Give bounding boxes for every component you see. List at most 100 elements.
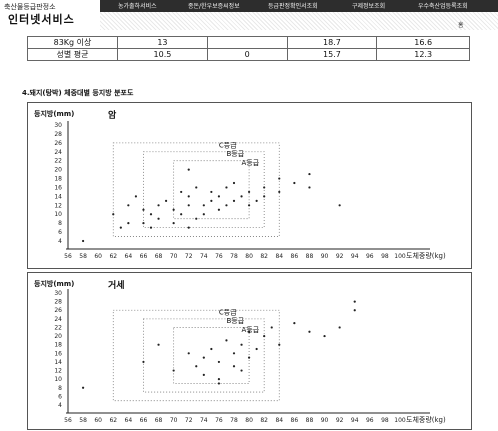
y-tick-label: 4 [58,238,62,245]
data-point [353,300,356,303]
data-point [157,343,160,346]
x-tick-label: 64 [125,417,133,424]
grade-label: A등급 [242,159,260,167]
x-tick-label: 74 [200,253,208,260]
nav-quarantine-info[interactable]: 구제정보조회 [352,3,386,10]
row-label: 성별 평균 [26,48,119,61]
grade-b-box [143,151,265,229]
table-row: 83Kg 이상 13 18.7 16.6 [26,36,470,49]
table-cell [206,36,288,49]
data-point [187,226,190,229]
data-point [210,190,213,194]
data-point [263,186,266,189]
y-tick-label: 18 [54,176,62,183]
data-point [157,204,160,207]
table-cell: 15.7 [286,48,378,61]
x-tick-label: 56 [64,417,72,424]
data-point [217,360,221,364]
y-tick-label: 8 [58,220,62,227]
x-tick-label: 72 [185,253,193,260]
data-point [308,186,311,189]
x-tick-label: 62 [109,253,117,260]
table-cell: 0 [206,48,288,61]
data-point [127,222,130,225]
x-tick-label: 66 [140,253,148,260]
table-cell: 16.6 [376,36,470,49]
grade-c-box [112,309,280,402]
data-point [247,356,251,359]
data-point [247,330,251,333]
y-tick-label: 14 [54,193,62,200]
data-point [149,226,153,229]
y-tick-label: 26 [54,140,62,147]
data-point [278,343,281,346]
data-point [308,330,311,333]
y-tick-label: 22 [54,158,62,165]
nav-excellent-farm[interactable]: 우수축산업등록조회 [418,3,468,10]
x-tick-label: 84 [275,417,283,424]
nav-breeding-info[interactable]: 종돈/한우보증씨정보 [188,3,240,10]
x-tick-label: 76 [215,253,223,260]
grade-label: C등급 [219,141,237,149]
data-point [187,168,190,171]
x-tick-label: 68 [155,253,163,260]
grade-label: B등급 [226,317,244,325]
x-tick-label: 64 [125,253,133,260]
x-tick-label: 94 [351,253,359,260]
data-point [240,369,243,372]
table-cell: 12.3 [376,48,470,61]
grade-c-box [112,142,280,237]
data-point [263,195,266,198]
home-link[interactable]: 홈 [458,22,464,29]
chart-title: 암 [108,111,117,121]
data-point [338,326,341,329]
x-tick-label: 66 [140,417,148,424]
data-point [202,204,205,207]
data-point [232,199,236,202]
data-point [278,177,281,180]
x-tick-label: 96 [366,253,374,260]
x-tick-label: 72 [185,417,193,424]
x-tick-label: 98 [381,417,389,424]
y-tick-label: 6 [58,393,62,400]
y-tick-label: 16 [54,350,62,357]
nav-pattern-band [100,12,498,30]
x-tick-label: 96 [366,417,374,424]
y-tick-label: 10 [54,211,62,218]
data-point [195,217,198,220]
y-tick-label: 28 [54,299,62,306]
org-name: 축산물등급판정소 [4,3,56,11]
row-label: 83Kg 이상 [26,36,119,49]
data-point [217,378,221,381]
data-point [353,309,356,312]
data-point [323,334,326,338]
x-tick-label: 60 [94,253,102,260]
x-tick-label: 100 [394,253,406,260]
nav-farm-shipping[interactable]: 농가출하서비스 [118,3,157,10]
x-axis-title: 도체중량(kg) [406,252,446,260]
x-tick-label: 100 [394,417,406,424]
x-tick-label: 58 [79,253,87,260]
x-tick-label: 94 [351,417,359,424]
x-tick-label: 86 [291,417,299,424]
y-tick-label: 4 [58,402,62,409]
data-point [149,213,153,216]
table-cell: 13 [117,36,208,49]
y-tick-label: 10 [54,376,62,383]
nav-grade-certificate[interactable]: 등급판정확인서조회 [268,3,318,10]
table-row: 성별 평균 10.5 0 15.7 12.3 [26,48,470,61]
data-point [119,226,122,229]
x-tick-label: 60 [94,417,102,424]
chart-title: 거세 [108,281,125,291]
nav-bar: 농가출하서비스 종돈/한우보증씨정보 등급판정확인서조회 구제정보조회 우수축산… [100,0,498,12]
x-tick-label: 90 [321,253,329,260]
data-point [240,195,243,198]
grade-label: A등급 [242,326,260,334]
data-point [247,190,251,194]
x-tick-label: 78 [230,253,238,260]
data-point [172,369,175,372]
data-point [210,199,213,202]
y-tick-label: 28 [54,131,62,138]
